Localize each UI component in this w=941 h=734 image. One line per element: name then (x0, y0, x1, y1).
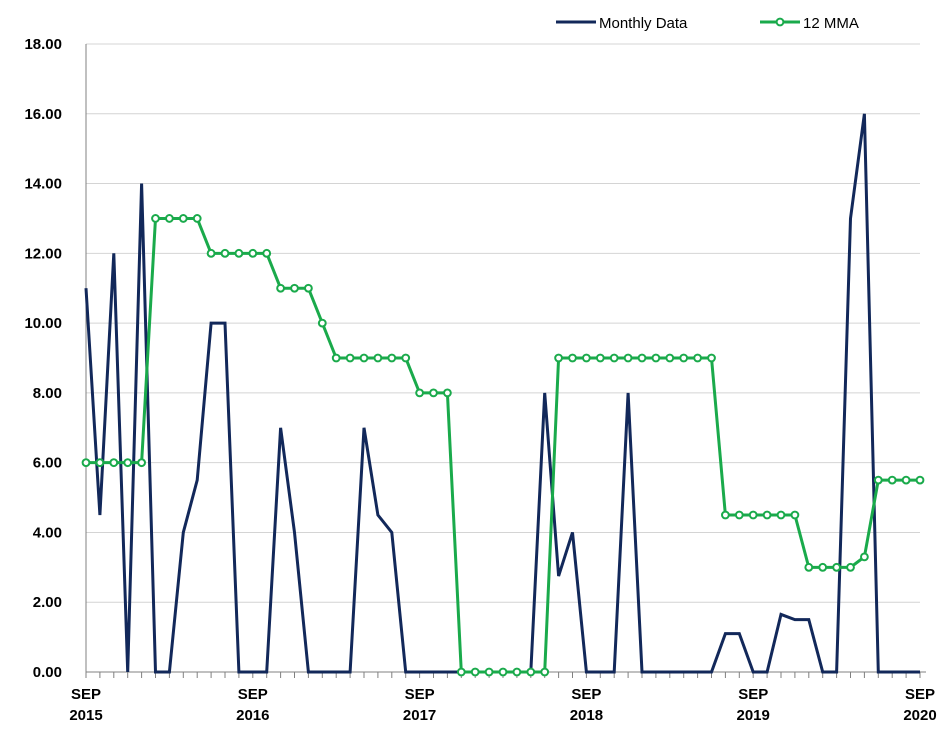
x-tick-month: SEP (571, 686, 601, 703)
legend-label: Monthly Data (599, 15, 688, 32)
data-point-12-mma (206, 248, 216, 258)
data-point-12-mma (915, 475, 925, 485)
data-point-12-mma (429, 388, 438, 398)
data-point-12-mma (290, 283, 299, 293)
y-tick-label: 16.00 (24, 106, 62, 123)
data-point-12-mma (679, 353, 689, 363)
data-point-12-mma (540, 667, 550, 677)
data-point-12-mma (373, 353, 383, 363)
series-group (81, 113, 925, 677)
x-tick-year: 2019 (737, 707, 770, 724)
x-tick-month: SEP (71, 686, 101, 703)
data-point-12-mma (568, 353, 577, 363)
data-point-12-mma (637, 353, 647, 363)
data-point-12-mma (345, 353, 355, 363)
x-tick-year: 2017 (403, 707, 436, 724)
y-tick-label: 0.00 (33, 664, 62, 681)
data-point-12-mma (554, 353, 563, 363)
data-point-12-mma (81, 458, 91, 468)
data-point-12-mma (595, 353, 605, 363)
data-point-12-mma (721, 510, 730, 520)
data-point-12-mma (762, 510, 772, 520)
data-point-12-mma (498, 667, 508, 677)
data-point-12-mma (512, 667, 522, 677)
data-point-12-mma (734, 510, 744, 520)
x-tick-year: 2018 (570, 707, 603, 724)
data-point-12-mma (693, 353, 702, 363)
data-point-12-mma (665, 353, 675, 363)
data-point-12-mma (137, 458, 147, 468)
data-point-12-mma (192, 214, 202, 223)
x-tick-year: 2016 (236, 707, 269, 724)
x-axis: SEP 2015 SEP 2016 SEP 2017 SEP 2018 SEP 2019 SEP 20… (69, 671, 937, 724)
data-point-12-mma (582, 353, 591, 363)
data-point-12-mma (234, 248, 244, 258)
legend-marker (775, 17, 785, 27)
data-point-12-mma (748, 510, 758, 520)
data-point-12-mma (804, 562, 814, 572)
series-line-12-mma (86, 216, 920, 674)
data-point-12-mma (818, 562, 828, 572)
data-point-12-mma (526, 667, 536, 677)
data-point-12-mma (248, 248, 258, 258)
data-point-12-mma (623, 353, 633, 363)
data-point-12-mma (887, 475, 897, 485)
data-point-12-mma (109, 458, 119, 468)
legend-label: 12 MMA (803, 15, 859, 32)
legend: Monthly Data 12 MMA (556, 15, 859, 32)
y-tick-label: 4.00 (33, 524, 62, 541)
data-point-12-mma (609, 353, 619, 363)
x-tick-year: 2015 (69, 707, 102, 724)
data-point-12-mma (470, 667, 480, 677)
data-point-12-mma (651, 353, 661, 363)
data-point-12-mma (123, 458, 133, 468)
data-point-12-mma (415, 388, 425, 398)
data-point-12-mma (776, 510, 786, 520)
data-point-12-mma (165, 214, 174, 223)
x-tick-month: SEP (905, 686, 935, 703)
data-point-12-mma (95, 458, 105, 468)
data-point-12-mma (359, 353, 369, 363)
y-tick-label: 12.00 (24, 245, 62, 262)
x-tick-month: SEP (738, 686, 768, 703)
data-point-12-mma (443, 388, 452, 398)
data-point-12-mma (387, 353, 397, 363)
data-point-12-mma (317, 318, 327, 328)
data-point-12-mma (484, 667, 494, 677)
data-point-12-mma (331, 353, 341, 363)
y-tick-label: 14.00 (24, 176, 62, 193)
data-point-12-mma (873, 475, 883, 485)
data-point-12-mma (456, 667, 466, 677)
data-point-12-mma (262, 248, 272, 258)
y-tick-label: 2.00 (33, 594, 62, 611)
data-point-12-mma (178, 214, 188, 223)
data-point-12-mma (846, 562, 855, 572)
data-point-12-mma (276, 283, 286, 293)
data-point-12-mma (151, 214, 160, 223)
y-axis: 0.00 2.00 4.00 6.00 8.00 10.00 12.00 14.00 16.00… (24, 36, 87, 681)
y-tick-label: 10.00 (24, 315, 62, 332)
data-point-12-mma (401, 353, 411, 363)
data-point-12-mma (832, 562, 841, 572)
y-tick-label: 18.00 (24, 36, 62, 53)
data-point-12-mma (304, 283, 313, 293)
x-tick-year: 2020 (903, 707, 936, 724)
data-point-12-mma (901, 475, 911, 485)
data-point-12-mma (790, 510, 800, 520)
data-point-12-mma (707, 353, 716, 363)
x-tick-month: SEP (238, 686, 268, 703)
y-tick-label: 6.00 (33, 455, 62, 472)
data-point-12-mma (220, 248, 230, 258)
y-tick-label: 8.00 (33, 385, 62, 402)
x-tick-month: SEP (405, 686, 435, 703)
data-point-12-mma (860, 552, 869, 562)
